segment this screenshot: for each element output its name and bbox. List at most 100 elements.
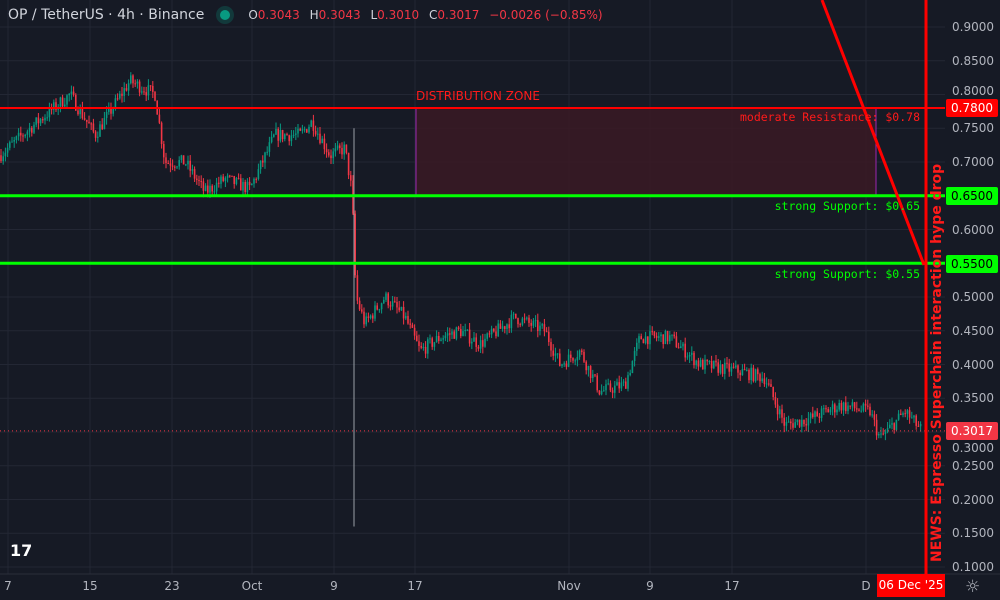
candle-body	[776, 404, 779, 415]
candle-body	[460, 328, 462, 337]
candle-body	[897, 413, 900, 420]
candle-body	[26, 131, 29, 135]
candle-body	[862, 403, 865, 411]
candle-body	[849, 405, 851, 407]
candle-body	[721, 364, 724, 374]
candle-body	[655, 335, 658, 338]
candle-body	[754, 369, 757, 382]
candle-body	[651, 331, 653, 333]
candle-body	[171, 165, 174, 167]
time-tick: 9	[646, 579, 654, 593]
resistance-label: moderate Resistance: $0.78	[739, 110, 920, 124]
candle-body	[706, 359, 708, 362]
candle-body	[902, 413, 904, 416]
candle-body	[299, 128, 301, 131]
candle-body	[332, 151, 334, 159]
price-tick: 0.3000	[952, 440, 994, 455]
candle-body	[523, 318, 526, 320]
candle-body	[303, 129, 306, 131]
candle-body	[336, 145, 339, 149]
candle-body	[915, 415, 917, 426]
candle-body	[290, 135, 293, 142]
support-price-tag-055: 0.5500	[946, 255, 998, 273]
candle-body	[499, 323, 502, 329]
time-tick: 15	[82, 579, 98, 593]
candle-body	[609, 383, 612, 391]
candle-body	[834, 404, 836, 413]
candle-body	[411, 324, 414, 328]
open-label: O	[248, 8, 258, 22]
tradingview-logo[interactable]: 17	[10, 541, 33, 560]
candle-body	[543, 324, 546, 332]
candle-body	[240, 178, 242, 191]
candle-body	[904, 413, 906, 415]
candle-body	[11, 141, 13, 143]
candle-body	[119, 93, 121, 99]
candle-body	[783, 417, 785, 426]
candle-body	[757, 369, 759, 375]
price-tick: 0.9000	[952, 20, 994, 34]
candle-body	[484, 338, 486, 347]
candle-body	[204, 185, 207, 191]
candle-body	[385, 293, 387, 300]
candle-body	[746, 369, 748, 371]
candle-body	[772, 386, 774, 398]
candle-body	[578, 350, 581, 357]
candle-body	[55, 102, 57, 110]
candle-body	[796, 419, 799, 423]
price-tick: 0.2000	[952, 492, 994, 507]
candle-body	[550, 342, 552, 351]
candle-body	[429, 338, 431, 340]
candle-body	[697, 360, 700, 367]
candle-body	[453, 331, 455, 339]
candle-body	[132, 75, 134, 84]
candle-body	[625, 381, 627, 389]
candle-body	[90, 123, 92, 125]
candle-body	[490, 328, 493, 335]
settings-gear-icon[interactable]: ☼	[965, 577, 981, 597]
candle-body	[110, 107, 112, 114]
candle-body	[561, 364, 563, 366]
support-label-055: strong Support: $0.55	[774, 267, 920, 281]
time-tick: 23	[164, 579, 180, 593]
candle-body	[297, 128, 299, 134]
candle-body	[829, 409, 832, 413]
candle-body	[145, 92, 147, 96]
candle-body	[682, 343, 684, 347]
candle-body	[545, 331, 548, 333]
candle-body	[396, 301, 398, 308]
candle-body	[614, 385, 616, 393]
candle-body	[845, 402, 847, 412]
candle-body	[72, 91, 75, 95]
candle-body	[719, 364, 722, 373]
candle-body	[435, 336, 438, 343]
candle-body	[647, 336, 649, 345]
candle-body	[31, 127, 33, 133]
candle-body	[409, 323, 411, 325]
candle-body	[61, 97, 64, 107]
candle-body	[825, 408, 827, 410]
ohlc-readout: O0.3043 H0.3043 L0.3010 C0.3017 −0.0026 …	[248, 8, 608, 22]
candle-body	[759, 374, 761, 382]
candle-body	[570, 354, 572, 358]
candle-body	[259, 160, 262, 170]
candle-body	[369, 315, 372, 319]
candle-body	[264, 152, 266, 163]
candle-body	[147, 85, 150, 96]
candle-body	[761, 378, 763, 382]
candle-body	[662, 334, 664, 345]
candle-body	[198, 179, 200, 182]
candle-body	[207, 185, 209, 193]
candle-body	[779, 409, 781, 415]
candle-body	[330, 155, 332, 159]
candle-body	[246, 181, 249, 193]
symbol-title[interactable]: OP / TetherUS · 4h · Binance	[8, 7, 205, 23]
candle-body	[39, 119, 42, 124]
time-tick: Oct	[241, 579, 263, 593]
candle-body	[702, 360, 704, 370]
candle-body	[620, 382, 623, 389]
candle-body	[66, 95, 68, 105]
candle-body	[270, 136, 273, 143]
low-value: 0.3010	[377, 8, 420, 22]
